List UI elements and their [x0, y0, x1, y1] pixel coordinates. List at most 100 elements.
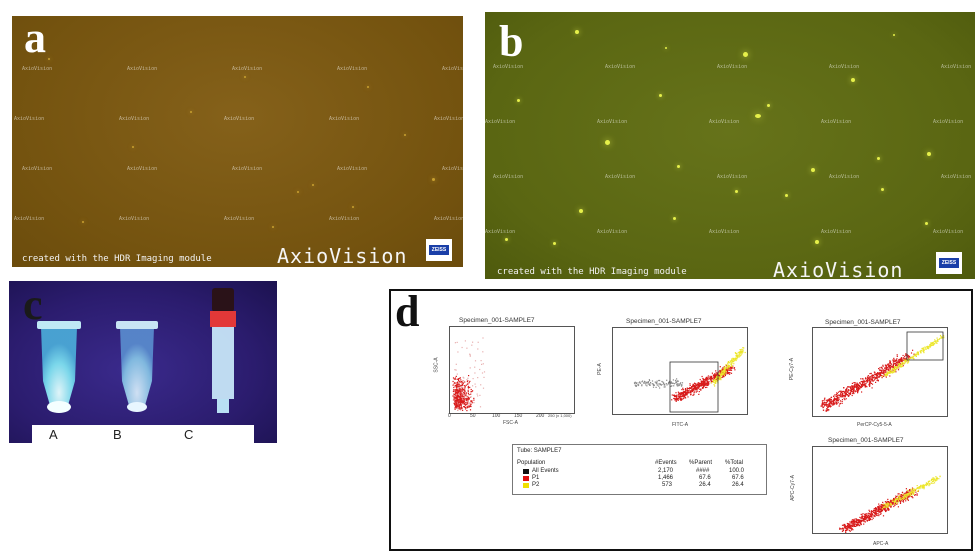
event-dot	[704, 383, 706, 386]
event-dot	[649, 383, 651, 385]
event-dot	[456, 385, 458, 387]
fluorescent-particle	[877, 157, 880, 160]
event-dot	[901, 495, 903, 497]
event-dot	[924, 346, 926, 348]
event-dot	[852, 392, 854, 395]
event-dot	[706, 376, 708, 378]
event-dot	[893, 503, 896, 505]
event-dot	[723, 367, 725, 369]
event-dot	[903, 357, 905, 359]
event-dot	[464, 404, 466, 406]
event-dot	[857, 519, 859, 521]
event-dot	[888, 364, 890, 366]
event-dot	[901, 500, 903, 502]
event-dot	[874, 510, 876, 512]
event-dot	[887, 366, 889, 368]
event-dot	[707, 384, 709, 386]
event-dot	[854, 518, 856, 520]
event-dot	[679, 398, 681, 400]
event-dot	[904, 494, 907, 496]
event-dot	[720, 370, 722, 372]
event-dot	[653, 384, 655, 386]
event-dot	[847, 390, 849, 393]
event-dot	[454, 391, 456, 393]
event-dot	[692, 389, 694, 391]
event-dot	[881, 506, 883, 509]
event-dot	[850, 387, 852, 389]
event-dot	[902, 354, 904, 357]
fluorescent-particle	[367, 86, 369, 88]
event-dot	[675, 398, 677, 400]
event-dot	[690, 393, 692, 396]
event-dot	[456, 402, 458, 404]
event-dot	[889, 368, 891, 371]
event-dot	[907, 354, 909, 357]
event-dot	[856, 519, 858, 521]
event-dot	[466, 398, 468, 400]
event-dot	[841, 527, 844, 530]
event-dot	[871, 518, 873, 521]
event-dot	[713, 377, 715, 379]
event-dot	[857, 388, 859, 390]
event-dot	[902, 360, 904, 362]
event-dot	[714, 382, 716, 384]
xtick: 0	[448, 413, 451, 419]
event-dot	[860, 383, 862, 385]
event-dot	[893, 499, 895, 501]
event-dot	[695, 387, 697, 389]
event-dot	[737, 356, 739, 358]
fluorescent-particle	[677, 165, 680, 168]
event-dot	[695, 386, 697, 388]
event-dot	[865, 514, 867, 516]
event-dot	[727, 365, 729, 367]
event-dot	[472, 341, 474, 343]
event-dot	[911, 490, 913, 492]
event-dot	[690, 392, 692, 394]
event-dot	[706, 383, 708, 385]
event-dot	[907, 493, 909, 495]
event-dot	[453, 378, 455, 380]
event-dot	[870, 513, 872, 515]
event-dot	[879, 513, 881, 515]
event-dot	[735, 355, 737, 357]
event-dot	[860, 385, 862, 387]
event-dot	[910, 493, 912, 495]
event-dot	[704, 386, 707, 389]
event-dot	[457, 403, 459, 405]
event-dot	[454, 396, 456, 398]
event-dot	[741, 352, 743, 354]
event-dot	[854, 391, 856, 393]
event-dot	[851, 528, 853, 530]
plot1-xlabel: FSC-A	[503, 420, 518, 426]
event-dot	[467, 388, 470, 390]
event-dot	[874, 513, 876, 515]
event-dot	[888, 363, 890, 365]
event-dot	[875, 508, 878, 510]
event-dot	[705, 378, 707, 380]
event-dot	[899, 362, 901, 364]
event-dot	[910, 357, 912, 359]
event-dot	[737, 354, 739, 356]
event-dot	[728, 365, 731, 367]
event-dot	[901, 497, 903, 499]
fluorescent-particle	[404, 134, 406, 136]
fluorescent-particle	[244, 76, 246, 78]
event-dot	[668, 383, 670, 385]
event-dot	[932, 344, 934, 346]
watermark-text: AxioVision	[232, 166, 263, 172]
event-dot	[686, 389, 688, 391]
event-dot	[678, 385, 680, 387]
event-dot	[647, 381, 649, 383]
event-dot	[898, 364, 900, 367]
event-dot	[835, 401, 837, 403]
event-dot	[906, 494, 908, 496]
event-dot	[893, 360, 895, 362]
event-dot	[916, 487, 918, 490]
event-dot	[463, 401, 465, 404]
event-dot	[461, 386, 463, 388]
event-dot	[842, 529, 845, 532]
event-dot	[717, 375, 719, 377]
watermark-text: AxioVision	[224, 216, 255, 222]
event-dot	[884, 507, 886, 509]
event-dot	[828, 400, 830, 402]
